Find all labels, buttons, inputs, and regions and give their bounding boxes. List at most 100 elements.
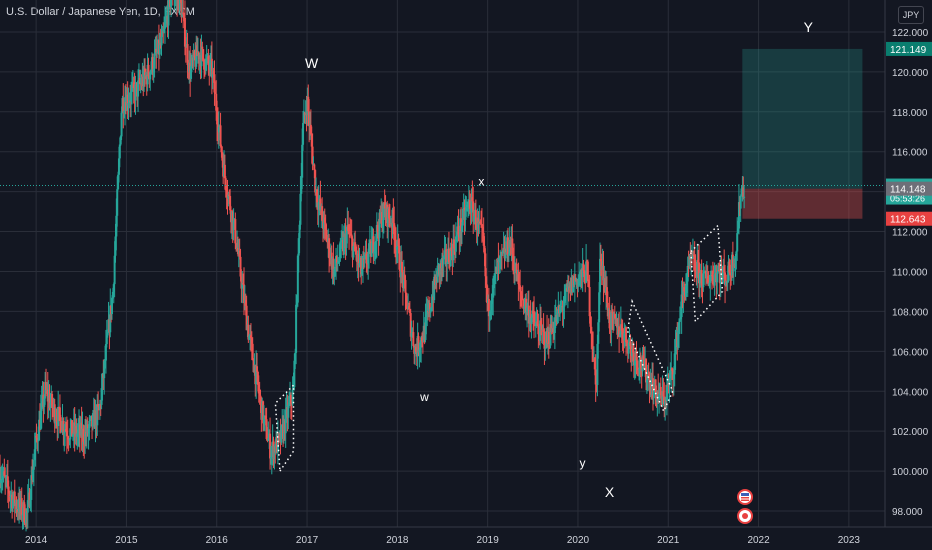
candle-body <box>354 242 357 252</box>
candle-body <box>374 241 377 252</box>
candle-body <box>586 261 589 282</box>
y-tick-label: 120.000 <box>892 68 929 79</box>
candle-body <box>160 36 163 46</box>
candle-body <box>482 232 485 246</box>
candle-body <box>289 394 292 404</box>
candle-body <box>526 307 529 313</box>
currency-button[interactable]: JPY <box>898 6 924 24</box>
candle-body <box>378 212 381 238</box>
candle-body <box>117 158 120 175</box>
candle-body <box>182 12 185 15</box>
candle-body <box>273 446 276 460</box>
candle-body <box>460 225 463 232</box>
candle-body <box>439 263 442 275</box>
candle-body <box>426 310 429 314</box>
candle-body <box>618 326 621 337</box>
candle-body <box>155 48 158 53</box>
candle-body <box>297 238 300 256</box>
candle-body <box>163 28 166 33</box>
candle-body <box>523 306 526 310</box>
candle-body <box>96 404 99 426</box>
candle-body <box>484 253 487 277</box>
candle-body <box>489 310 492 312</box>
candle-body <box>370 242 373 257</box>
candle-body <box>270 449 273 458</box>
candle-body <box>737 202 740 229</box>
candle-body <box>338 257 341 261</box>
candle-body <box>410 332 413 337</box>
candle-body <box>54 420 57 424</box>
candle-body <box>499 255 502 259</box>
candle-body <box>651 378 654 399</box>
candle-body <box>302 123 305 145</box>
candle-body <box>228 194 231 197</box>
candle-body <box>213 74 216 93</box>
candle-body <box>144 68 147 76</box>
candle-body <box>64 429 67 432</box>
candle-body <box>1 475 4 480</box>
candle-body <box>295 304 298 353</box>
candle-body <box>137 80 140 97</box>
candle-body <box>217 126 220 133</box>
candle-body <box>309 124 312 134</box>
candle-body <box>207 56 210 66</box>
candle-body <box>345 232 348 249</box>
candle-body <box>623 333 626 341</box>
candle-body <box>214 92 217 94</box>
candle-body <box>322 217 325 229</box>
candle-body <box>269 457 272 459</box>
candle-body <box>470 197 473 213</box>
candle-body <box>26 500 29 513</box>
candle-body <box>466 204 469 208</box>
candle-body <box>678 321 681 331</box>
candle-body <box>104 360 107 362</box>
candle-body <box>36 437 39 442</box>
candle-body <box>574 277 577 281</box>
candle-body <box>680 294 683 318</box>
candle-body <box>147 64 150 77</box>
candle-body <box>232 220 235 230</box>
candle-body <box>161 31 164 37</box>
candle-body <box>15 502 18 510</box>
candle-body <box>170 0 173 7</box>
candle-body <box>577 278 580 287</box>
candle-body <box>200 46 203 67</box>
candle-body <box>104 344 107 361</box>
candle-body <box>530 317 533 325</box>
candle-body <box>618 334 621 337</box>
candle-body <box>394 240 397 250</box>
candle-body <box>38 419 41 441</box>
candle-body <box>729 272 732 274</box>
candle-body <box>62 420 65 434</box>
candle-body <box>249 335 252 339</box>
candle-body <box>627 342 630 354</box>
candle-body <box>127 102 130 106</box>
candle-body <box>604 278 607 293</box>
candle-body <box>479 221 482 224</box>
candle-body <box>536 321 539 326</box>
candle-body <box>620 324 623 331</box>
candle-body <box>211 71 214 78</box>
candle-body <box>677 330 680 348</box>
candle-body <box>642 355 645 360</box>
candle-body <box>6 476 9 487</box>
candle-body <box>449 247 452 267</box>
candle-body <box>393 223 396 240</box>
price-label-text: 112.643 <box>890 215 926 226</box>
candle-body <box>321 206 324 221</box>
candle-body <box>63 432 66 434</box>
candle-body <box>365 253 368 264</box>
candle-body <box>287 405 290 418</box>
candle-body <box>276 433 279 453</box>
candle-body <box>225 190 228 198</box>
candle-body <box>519 285 522 292</box>
candle-body <box>293 360 296 388</box>
candle-body <box>383 202 386 209</box>
profit-zone <box>742 48 863 189</box>
candle-body <box>152 68 155 73</box>
candle-body <box>335 256 338 264</box>
candle-body <box>488 311 491 317</box>
y-tick-label: 110.000 <box>892 267 928 278</box>
candle-body <box>203 59 206 70</box>
